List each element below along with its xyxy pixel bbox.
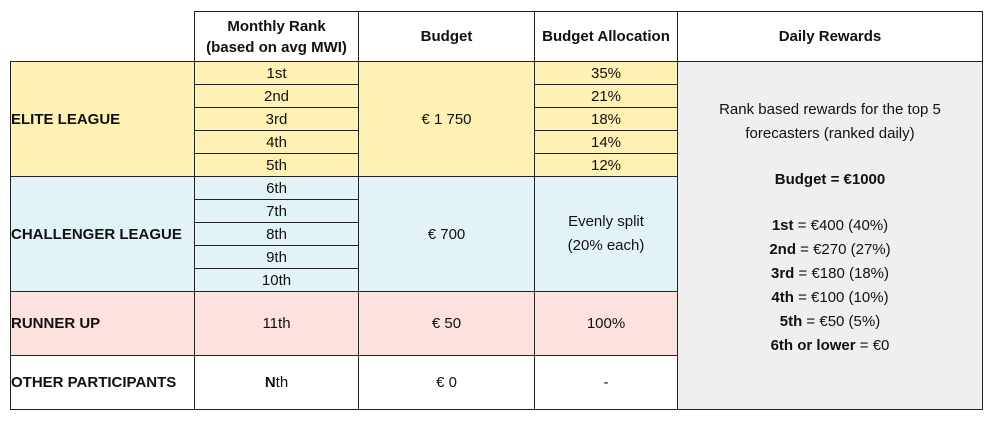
elite-allocation: 12% <box>534 153 678 177</box>
challenger-row-3: 8th <box>11 222 983 246</box>
header-allocation: Budget Allocation <box>534 11 678 62</box>
elite-allocation: 18% <box>534 107 678 131</box>
header-row: Monthly Rank (based on avg MWI) Budget B… <box>10 11 983 62</box>
daily-reward-rank: 2nd <box>769 241 796 258</box>
daily-reward-item: 1st = €400 (40%) <box>678 214 982 238</box>
elite-allocation: 21% <box>534 84 678 108</box>
daily-reward-value: = €180 (18%) <box>794 265 890 282</box>
challenger-budget: € 700 <box>358 176 535 292</box>
runner-up-label: RUNNER UP <box>10 291 195 356</box>
challenger-rank: 6th <box>194 176 359 200</box>
other-allocation: - <box>534 355 678 410</box>
daily-rewards-budget: Budget = €1000 <box>774 171 886 188</box>
daily-rewards-panel: Rank based rewards for the top 5 forecas… <box>677 61 983 410</box>
elite-budget: € 1 750 <box>358 61 535 177</box>
daily-reward-item: 3rd = €180 (18%) <box>678 262 982 286</box>
daily-reward-value: = €100 (10%) <box>793 289 889 306</box>
daily-reward-value: = €50 (5%) <box>802 313 881 330</box>
elite-allocation: 14% <box>534 130 678 154</box>
daily-reward-rank: 3rd <box>771 265 795 282</box>
elite-rank: 5th <box>194 153 359 177</box>
elite-row-5: 5th 12% <box>11 153 983 177</box>
header-monthly-rank-line1: Monthly Rank <box>227 17 326 35</box>
challenger-row-4: 9th <box>11 245 983 269</box>
challenger-rank: 10th <box>194 268 359 292</box>
elite-rank: 4th <box>194 130 359 154</box>
other-rank: Nth <box>194 355 359 410</box>
daily-rewards-intro-line2: forecasters (ranked daily) <box>745 125 915 142</box>
daily-rewards-list: 1st = €400 (40%) 2nd = €270 (27%) 3rd = … <box>678 214 982 358</box>
daily-reward-value: = €400 (40%) <box>793 217 889 234</box>
elite-row-1: ELITE LEAGUE 1st € 1 750 35% Rank based … <box>10 61 983 410</box>
daily-reward-item: 2nd = €270 (27%) <box>678 238 982 262</box>
challenger-allocation-line1: Evenly split <box>568 213 644 230</box>
other-row: OTHER PARTICIPANTS Nth € 0 - <box>10 355 983 410</box>
rewards-table: Monthly Rank (based on avg MWI) Budget B… <box>10 11 983 410</box>
challenger-league-label: CHALLENGER LEAGUE <box>10 176 195 292</box>
other-rank-n: N <box>264 374 276 391</box>
elite-league-label: ELITE LEAGUE <box>10 61 195 177</box>
corner-cell <box>10 11 195 62</box>
header-monthly-rank: Monthly Rank (based on avg MWI) <box>194 11 359 62</box>
header-monthly-rank-line2: (based on avg MWI) <box>206 38 347 56</box>
header-budget: Budget <box>358 11 535 62</box>
elite-rank: 1st <box>194 61 359 85</box>
daily-reward-item: 6th or lower = €0 <box>678 334 982 358</box>
runner-row: RUNNER UP 11th € 50 100% <box>10 291 983 356</box>
challenger-row-1: CHALLENGER LEAGUE 6th € 700 Evenly split… <box>10 176 983 292</box>
daily-reward-rank: 5th <box>779 313 803 330</box>
runner-allocation: 100% <box>534 291 678 356</box>
daily-reward-item: 4th = €100 (10%) <box>678 286 982 310</box>
elite-row-2: 2nd 21% <box>11 84 983 108</box>
runner-budget: € 50 <box>358 291 535 356</box>
daily-reward-value: = €270 (27%) <box>796 241 891 258</box>
elite-rank: 3rd <box>194 107 359 131</box>
challenger-row-2: 7th <box>11 199 983 223</box>
challenger-allocation: Evenly split (20% each) <box>534 176 678 292</box>
daily-reward-rank: 1st <box>771 217 794 234</box>
daily-rewards-intro: Rank based rewards for the top 5 forecas… <box>678 98 982 146</box>
header-daily-rewards: Daily Rewards <box>677 11 983 62</box>
daily-reward-rank: 4th <box>771 289 794 306</box>
daily-reward-item: 5th = €50 (5%) <box>678 310 982 334</box>
daily-reward-rank: 6th or lower <box>770 337 856 354</box>
runner-rank: 11th <box>194 291 359 356</box>
elite-rank: 2nd <box>194 84 359 108</box>
daily-rewards-intro-line1: Rank based rewards for the top 5 <box>719 101 941 118</box>
daily-reward-value: = €0 <box>855 337 890 354</box>
challenger-rank: 8th <box>194 222 359 246</box>
elite-row-3: 3rd 18% <box>11 107 983 131</box>
other-participants-label: OTHER PARTICIPANTS <box>10 355 195 410</box>
elite-allocation: 35% <box>534 61 678 85</box>
challenger-rank: 7th <box>194 199 359 223</box>
challenger-allocation-line2: (20% each) <box>567 237 645 254</box>
other-budget: € 0 <box>358 355 535 410</box>
challenger-rank: 9th <box>194 245 359 269</box>
other-rank-suffix: th <box>275 374 289 391</box>
